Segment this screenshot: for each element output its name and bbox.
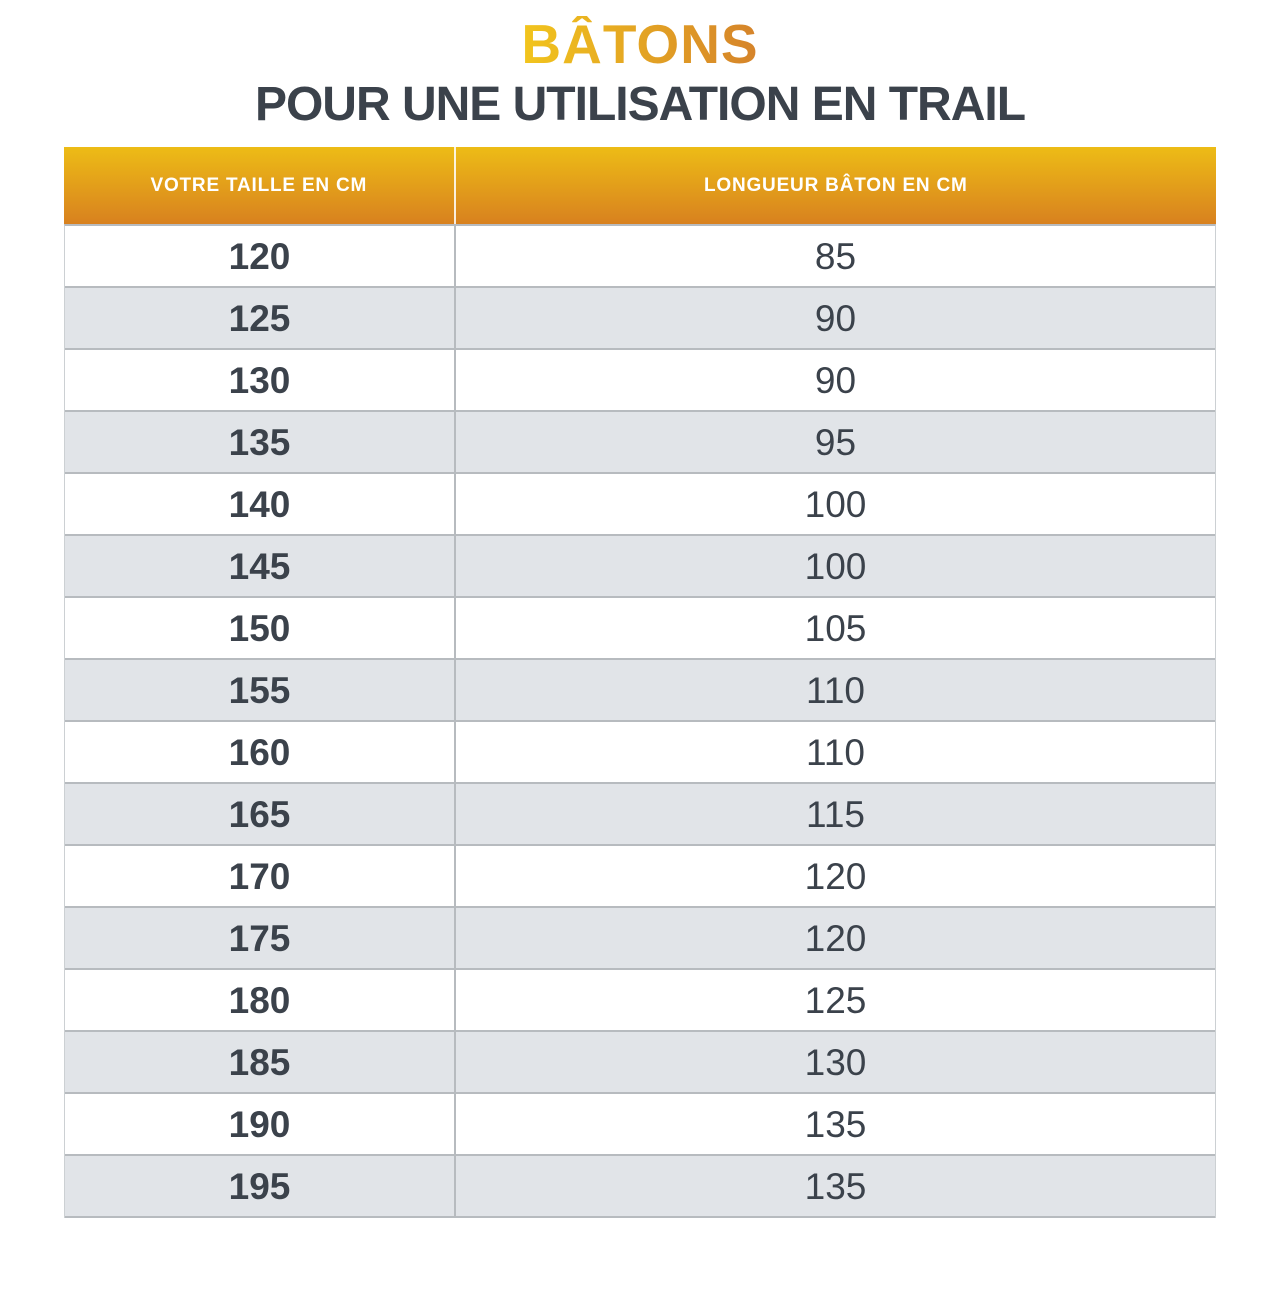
pole-length-cell: 100 — [804, 483, 867, 525]
size-chart-table: VOTRE TAILLE EN CM LONGUEUR BÂTON EN CM … — [64, 147, 1216, 1219]
table-row: 135 95 — [65, 412, 1215, 475]
height-cell: 165 — [65, 784, 456, 845]
table-row: 175 120 — [65, 908, 1215, 971]
pole-length-cell: 100 — [804, 545, 867, 587]
pole-length-cell: 115 — [806, 793, 865, 835]
table-row: 155 110 — [65, 660, 1215, 723]
table-row: 165 115 — [65, 784, 1215, 847]
pole-length-cell: 135 — [804, 1103, 867, 1145]
page-subtitle: POUR UNE UTILISATION EN TRAIL — [254, 78, 1026, 132]
column-header-pole-length: LONGUEUR BÂTON EN CM — [703, 174, 968, 196]
pole-length-cell: 125 — [804, 979, 867, 1021]
table-row: 195 135 — [65, 1156, 1215, 1219]
table-row: 190 135 — [65, 1094, 1215, 1157]
height-cell: 195 — [65, 1156, 456, 1217]
table-row: 130 90 — [65, 350, 1215, 413]
pole-length-cell: 95 — [814, 421, 857, 463]
pole-length-cell: 135 — [804, 1165, 867, 1207]
height-cell: 170 — [65, 846, 456, 907]
height-cell: 185 — [65, 1032, 456, 1093]
height-cell: 150 — [65, 598, 456, 659]
height-cell: 125 — [65, 288, 456, 349]
height-cell: 155 — [65, 660, 456, 721]
pole-length-cell: 110 — [806, 731, 865, 773]
table-row: 150 105 — [65, 598, 1215, 661]
table-row: 140 100 — [65, 474, 1215, 537]
page-title: BÂTONS — [521, 13, 759, 75]
column-header-height: VOTRE TAILLE EN CM — [64, 147, 456, 225]
height-cell: 175 — [65, 908, 456, 969]
table-row: 120 85 — [65, 226, 1215, 289]
height-cell: 135 — [65, 412, 456, 473]
pole-length-cell: 90 — [814, 297, 857, 339]
height-cell: 180 — [65, 970, 456, 1031]
pole-length-cell: 120 — [804, 855, 867, 897]
table-row: 160 110 — [65, 722, 1215, 785]
table-row: 125 90 — [65, 288, 1215, 351]
height-cell: 190 — [65, 1094, 456, 1155]
table-row: 180 125 — [65, 970, 1215, 1033]
height-cell: 120 — [65, 226, 456, 287]
table-body: 120 85 125 90 130 90 135 95 140 100 145 100 150 105 15… — [64, 224, 1216, 1219]
poster: BÂTONS POUR UNE UTILISATION EN TRAIL VOT… — [0, 16, 1280, 1296]
table-row: 185 130 — [65, 1032, 1215, 1095]
pole-length-cell: 105 — [804, 607, 867, 649]
table-header-row: VOTRE TAILLE EN CM LONGUEUR BÂTON EN CM — [64, 147, 1216, 225]
pole-length-cell: 90 — [814, 359, 857, 401]
height-cell: 160 — [65, 722, 456, 783]
pole-length-cell: 120 — [804, 917, 867, 959]
pole-length-cell: 110 — [806, 669, 865, 711]
table-row: 145 100 — [65, 536, 1215, 599]
pole-length-cell: 130 — [804, 1041, 867, 1083]
table-row: 170 120 — [65, 846, 1215, 909]
height-cell: 140 — [65, 474, 456, 535]
height-cell: 130 — [65, 350, 456, 411]
pole-length-cell: 85 — [814, 235, 857, 277]
height-cell: 145 — [65, 536, 456, 597]
